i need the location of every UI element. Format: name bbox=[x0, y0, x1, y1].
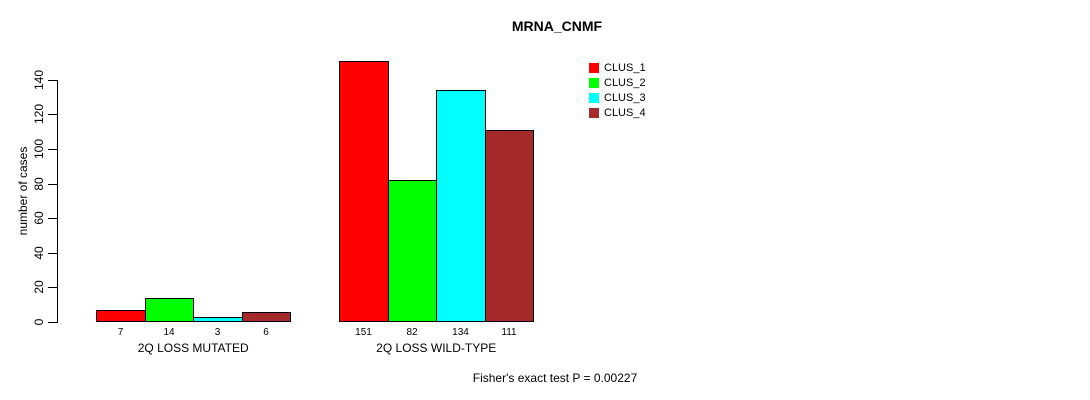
y-tick-label: 60 bbox=[32, 211, 46, 225]
bar-clus_3-mutated bbox=[193, 317, 243, 322]
legend-row-clus_4: CLUS_4 bbox=[589, 107, 646, 119]
y-tick bbox=[48, 184, 58, 185]
y-tick bbox=[48, 253, 58, 254]
bar-value-label: 82 bbox=[406, 327, 418, 338]
bar-value-label: 7 bbox=[117, 327, 124, 338]
legend-row-clus_3: CLUS_3 bbox=[589, 92, 646, 104]
bar-clus_4-wildtype bbox=[485, 130, 534, 322]
legend-swatch-icon bbox=[589, 63, 599, 73]
bar-clus_1-wildtype bbox=[339, 61, 389, 322]
chart-title: MRNA_CNMF bbox=[511, 18, 603, 34]
y-tick-label: 40 bbox=[32, 246, 46, 260]
legend-label: CLUS_1 bbox=[604, 62, 646, 74]
bar-clus_1-mutated bbox=[96, 310, 146, 322]
legend-label: CLUS_3 bbox=[604, 92, 646, 104]
x-category-label: 2Q LOSS MUTATED bbox=[137, 341, 249, 355]
y-tick bbox=[48, 218, 58, 219]
y-tick-label: 0 bbox=[32, 318, 46, 326]
bar-value-label: 6 bbox=[263, 327, 269, 338]
bar-clus_2-mutated bbox=[145, 298, 194, 322]
y-tick-label: 120 bbox=[32, 103, 46, 125]
x-category-label: 2Q LOSS WILD-TYPE bbox=[376, 341, 497, 355]
y-tick bbox=[48, 322, 58, 323]
bar-value-label: 134 bbox=[452, 327, 469, 338]
y-tick-label: 20 bbox=[32, 280, 46, 294]
y-tick bbox=[48, 287, 58, 288]
y-tick bbox=[48, 149, 58, 150]
legend-label: CLUS_4 bbox=[604, 107, 646, 119]
bar-value-label: 3 bbox=[214, 327, 221, 338]
bar-clus_2-wildtype bbox=[388, 180, 437, 322]
y-tick bbox=[48, 114, 58, 115]
fisher-test-annotation: Fisher's exact test P = 0.00227 bbox=[472, 371, 638, 385]
bar-value-label: 111 bbox=[501, 327, 517, 338]
legend-swatch-icon bbox=[589, 78, 599, 88]
bar-value-label: 151 bbox=[355, 327, 372, 338]
legend-swatch-icon bbox=[589, 108, 599, 118]
bar-clus_3-wildtype bbox=[436, 90, 486, 322]
legend-label: CLUS_2 bbox=[604, 77, 646, 89]
legend-row-clus_1: CLUS_1 bbox=[589, 62, 646, 74]
legend: CLUS_1 CLUS_2 CLUS_3 CLUS_4 bbox=[589, 62, 646, 122]
y-tick-label: 80 bbox=[32, 177, 46, 191]
y-axis-line bbox=[57, 80, 58, 323]
y-tick-label: 100 bbox=[32, 138, 46, 160]
legend-swatch-icon bbox=[589, 93, 599, 103]
bar-clus_4-mutated bbox=[242, 312, 291, 322]
y-tick bbox=[48, 80, 58, 81]
y-tick-label: 140 bbox=[32, 69, 46, 91]
bar-value-label: 14 bbox=[163, 327, 175, 338]
legend-row-clus_2: CLUS_2 bbox=[589, 77, 646, 89]
